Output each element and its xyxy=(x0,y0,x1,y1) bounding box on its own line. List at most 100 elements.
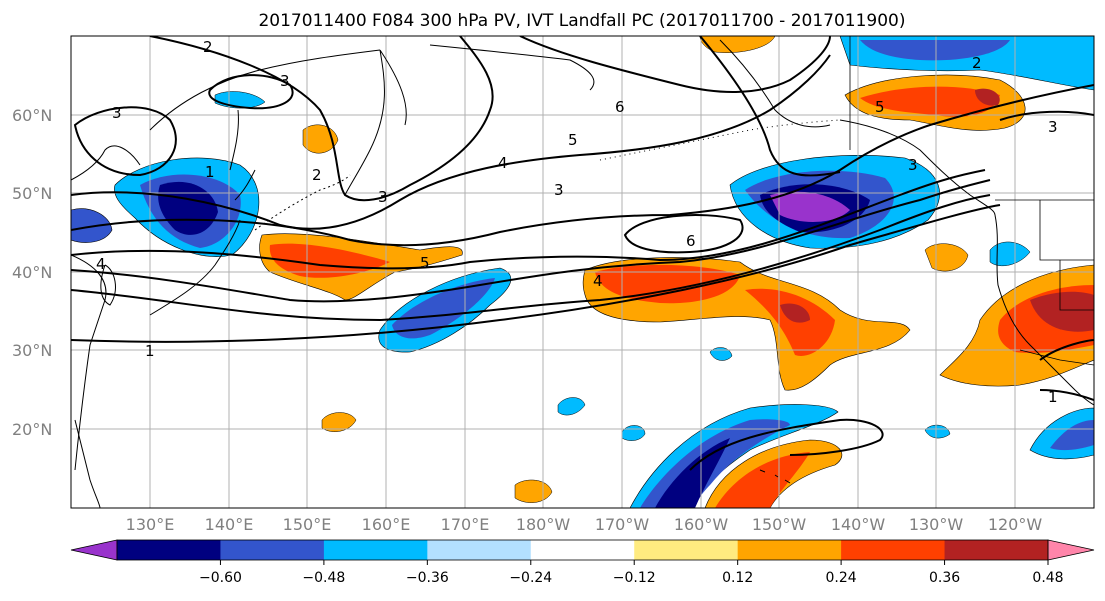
colorbar-tick-label: 0.12 xyxy=(722,570,753,586)
lon-label: 160°W xyxy=(674,515,729,534)
colorbar-segment xyxy=(841,540,946,560)
contour-label: 3 xyxy=(908,156,918,174)
contour-label: 4 xyxy=(96,255,106,273)
contour-jet-1 xyxy=(71,204,1001,343)
lon-label: 150°W xyxy=(752,515,807,534)
contour-label: 5 xyxy=(875,98,885,116)
contour-label: 3 xyxy=(1048,118,1058,136)
colorbar-segments xyxy=(117,540,1049,560)
lat-label: 20°N xyxy=(12,420,52,439)
contour-label: 5 xyxy=(420,254,430,272)
contour-label: 6 xyxy=(686,232,696,250)
political-borders xyxy=(849,36,1094,366)
neg-band-central-core xyxy=(392,278,495,339)
contour-label: 3 xyxy=(280,72,290,90)
colorbar: −0.60 −0.48 −0.36 −0.24 −0.12 0.12 0.24 0.36 0.4… xyxy=(70,539,1095,586)
contour-label: 1 xyxy=(1048,388,1058,406)
pos-region-alaska-core xyxy=(860,86,1000,117)
neg-band-south-max xyxy=(655,438,730,508)
neg-spot-south-3 xyxy=(709,347,733,361)
coast-alaska-south xyxy=(839,119,996,216)
contour-label: 3 xyxy=(112,104,122,122)
colorbar-extend-low xyxy=(70,539,118,561)
colorbar-segment xyxy=(427,540,532,560)
contour-label: 2 xyxy=(312,166,322,184)
lon-label: 180°W xyxy=(516,515,571,534)
pos-region-subtropics-sub xyxy=(745,288,835,356)
contour-label: 3 xyxy=(378,188,388,206)
contour-jet-5 xyxy=(71,84,1094,247)
neg-spot-south-4 xyxy=(924,424,951,439)
neg-region-goa-max xyxy=(770,191,850,222)
border-us-mexico xyxy=(1019,349,1094,366)
colorbar-tick-label: −0.36 xyxy=(406,570,449,586)
contour-subtropic-1 xyxy=(689,418,884,471)
contour-jet-4 xyxy=(71,169,986,270)
lon-label: 140°E xyxy=(205,515,254,534)
contour-label: 6 xyxy=(615,98,625,116)
pos-spot-south-1 xyxy=(321,412,357,432)
coast-sakhalin xyxy=(229,109,239,171)
contour-labels: 2 3 3 3 1 2 5 5 4 3 6 5 4 6 4 3 2 3 1 1 xyxy=(96,38,1058,406)
lon-label: 150°E xyxy=(283,515,332,534)
pos-spot-bering xyxy=(699,36,776,53)
lat-label: 30°N xyxy=(12,341,52,360)
coast-hawaii xyxy=(759,469,791,484)
graticule xyxy=(71,36,1094,508)
neg-region-arctic-core xyxy=(860,40,1010,61)
colorbar-tick-label: 0.36 xyxy=(929,570,960,586)
coast-kuril xyxy=(254,174,351,231)
colorbar-frame xyxy=(116,539,1049,561)
pos-region-sw-usa-max xyxy=(1030,291,1094,332)
colorbar-segment xyxy=(117,540,221,560)
colorbar-segment xyxy=(530,540,635,560)
pos-region-alaska-max xyxy=(975,88,1000,106)
colorbar-segment xyxy=(634,540,739,560)
colorbar-segment xyxy=(323,540,428,560)
pos-region-subtropics-core xyxy=(595,264,740,304)
lon-label: 170°W xyxy=(595,515,650,534)
contour-jet-2 xyxy=(71,194,991,322)
contour-north-1 xyxy=(71,54,831,230)
contour-label: 1 xyxy=(145,342,155,360)
colorbar-segment xyxy=(944,540,1049,560)
contour-jet-3 xyxy=(71,179,991,303)
colorbar-segment xyxy=(220,540,325,560)
colorbar-tick-label: 0.48 xyxy=(1032,570,1063,586)
map-content: 2 3 3 3 1 2 5 5 4 3 6 5 4 6 4 3 2 3 1 1 xyxy=(71,36,1094,508)
pv-contours xyxy=(71,36,1094,471)
latitude-labels: 60°N 50°N 40°N 30°N 20°N xyxy=(12,106,52,439)
contour-north-4 xyxy=(699,36,841,177)
figure-title: 2017011400 F084 300 hPa PV, IVT Landfall… xyxy=(258,11,905,31)
longitude-labels: 130°E 140°E 150°E 160°E 170°E 180°W 170°… xyxy=(126,515,1043,534)
colorbar-tick-label: −0.48 xyxy=(302,570,345,586)
lon-label: 130°W xyxy=(909,515,964,534)
contour-north-3 xyxy=(519,36,831,93)
neg-spot-south-1 xyxy=(557,397,586,416)
contour-label: 1 xyxy=(205,163,215,181)
coast-chukotka xyxy=(429,44,595,91)
contour-label: 2 xyxy=(203,38,213,56)
colorbar-tick-label: 0.24 xyxy=(826,570,857,586)
contour-label: 5 xyxy=(568,131,578,149)
lon-label: 120°W xyxy=(988,515,1043,534)
contour-label: 3 xyxy=(554,181,564,199)
coast-japan xyxy=(149,169,256,316)
contour-east-3 xyxy=(999,110,1094,121)
colorbar-tick-label: −0.24 xyxy=(509,570,552,586)
coast-philippines xyxy=(74,419,101,508)
pos-band-south-core xyxy=(715,452,810,508)
colorbar-tick-label: −0.60 xyxy=(199,570,242,586)
filled-anomalies xyxy=(71,36,1094,508)
contour-label: 4 xyxy=(593,272,603,290)
lat-label: 50°N xyxy=(12,184,52,203)
lon-label: 160°E xyxy=(362,515,411,534)
map-panel: 2 3 3 3 1 2 5 5 4 3 6 5 4 6 4 3 2 3 1 1 xyxy=(70,35,1095,509)
lat-label: 60°N xyxy=(12,106,52,125)
coast-asia-mainland xyxy=(71,145,141,471)
contour-sw-low xyxy=(1039,339,1094,401)
pos-band-west-core xyxy=(269,243,390,278)
lat-label: 40°N xyxy=(12,263,52,282)
map-frame xyxy=(70,35,1095,509)
contour-label: 4 xyxy=(498,154,508,172)
